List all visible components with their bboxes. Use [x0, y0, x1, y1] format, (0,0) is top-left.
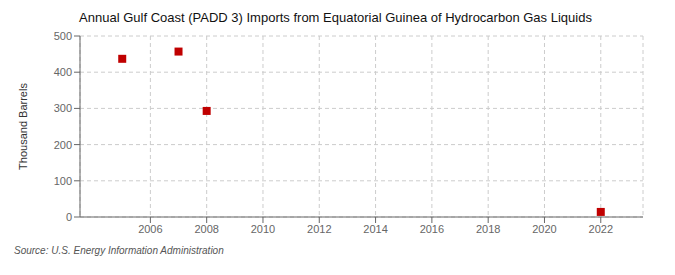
svg-text:200: 200 — [54, 139, 72, 151]
svg-text:Thousand Barrels: Thousand Barrels — [17, 83, 29, 170]
svg-text:2006: 2006 — [138, 223, 162, 235]
svg-text:2008: 2008 — [194, 223, 218, 235]
svg-text:2020: 2020 — [532, 223, 556, 235]
svg-text:2014: 2014 — [363, 223, 387, 235]
svg-text:2022: 2022 — [589, 223, 613, 235]
svg-text:2016: 2016 — [420, 223, 444, 235]
svg-text:500: 500 — [54, 30, 72, 42]
svg-text:100: 100 — [54, 175, 72, 187]
svg-text:400: 400 — [54, 66, 72, 78]
svg-text:2010: 2010 — [251, 223, 275, 235]
html-text:Annual Gulf Coast (PADD 3) Imp: Annual Gulf Coast (PADD 3) Imports from … — [79, 10, 592, 25]
svg-text:300: 300 — [54, 102, 72, 114]
svg-text:2012: 2012 — [307, 223, 331, 235]
html-text:Source: U.S. Energy Informatio: Source: U.S. Energy Information Administ… — [14, 245, 224, 256]
svg-text:2018: 2018 — [476, 223, 500, 235]
svg-text:0: 0 — [66, 211, 72, 223]
